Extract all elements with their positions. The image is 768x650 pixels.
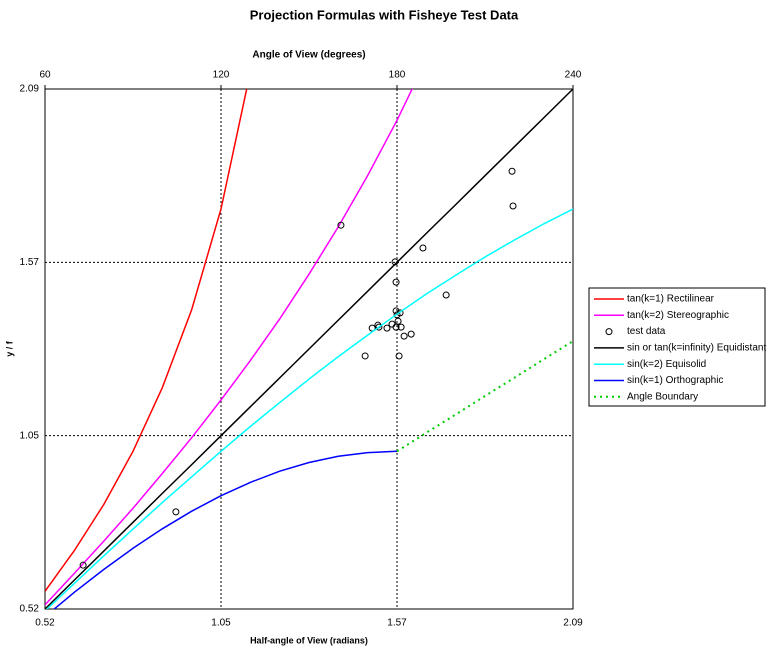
series-line [396, 340, 573, 453]
test-point [442, 291, 450, 299]
test-point [396, 309, 404, 317]
test-point [509, 202, 517, 210]
legend-label: test data [627, 326, 666, 337]
legend-label: sin(k=1) Orthographic [627, 375, 723, 386]
test-point [400, 332, 408, 340]
x2-axis-title: Angle of View (degrees) [252, 50, 365, 61]
legend-label: sin or tan(k=infinity) Equidistant [627, 343, 766, 354]
plot-area [45, 89, 573, 609]
x-tick-label: 1.05 [211, 618, 231, 629]
legend-marker [605, 328, 613, 336]
test-point [375, 323, 383, 331]
x2-tick-label: 60 [39, 70, 51, 81]
test-point [419, 244, 427, 252]
test-point [79, 561, 87, 569]
x-tick-label: 0.52 [35, 618, 55, 629]
legend-label: Angle Boundary [627, 391, 698, 402]
x2-tick-label: 120 [213, 70, 230, 81]
x-tick-label: 2.09 [563, 618, 583, 629]
y-tick-label: 1.05 [20, 430, 40, 441]
series-line [45, 89, 413, 606]
test-point [395, 352, 403, 360]
chart-title: Projection Formulas with Fisheye Test Da… [250, 7, 519, 22]
series-line [45, 208, 573, 609]
test-point [394, 317, 402, 325]
test-point [383, 324, 391, 332]
y-axis-title: y / f [4, 340, 14, 357]
series-line [53, 450, 398, 609]
test-point [388, 320, 396, 328]
test-point [392, 307, 400, 315]
x2-tick-label: 180 [389, 70, 406, 81]
x2-tick-label: 240 [565, 70, 582, 81]
test-point [361, 352, 369, 360]
x-tick-label: 1.57 [387, 618, 407, 629]
legend-box [588, 287, 766, 407]
test-point [397, 323, 405, 331]
legend-label: sin(k=2) Equisolid [627, 359, 706, 370]
test-point [508, 167, 516, 175]
test-point [172, 508, 180, 516]
x-axis-title: Half-angle of View (radians) [250, 635, 368, 645]
y-tick-label: 1.57 [20, 257, 40, 268]
series-line [45, 89, 248, 592]
legend-label: tan(k=1) Rectilinear [627, 294, 715, 305]
y-tick-label: 2.09 [20, 84, 40, 95]
test-point [392, 323, 400, 331]
test-point [337, 221, 345, 229]
test-point [407, 330, 415, 338]
plot-border [44, 88, 574, 610]
y-tick-label: 0.52 [20, 604, 40, 615]
legend-label: tan(k=2) Stereographic [627, 310, 729, 321]
test-point [392, 278, 400, 286]
series-line [45, 89, 573, 609]
